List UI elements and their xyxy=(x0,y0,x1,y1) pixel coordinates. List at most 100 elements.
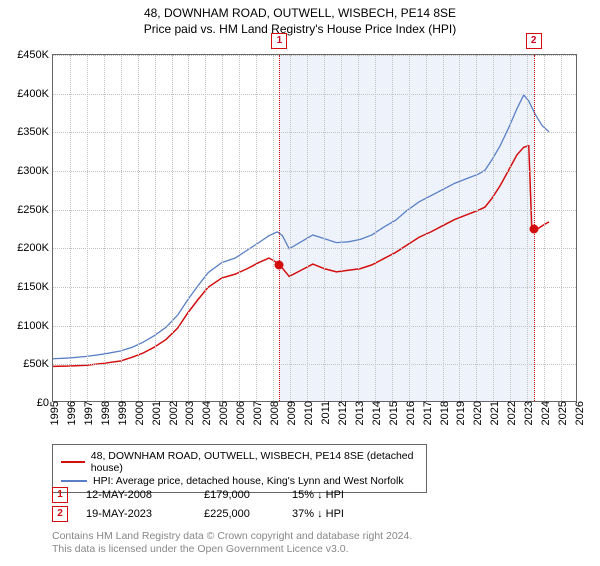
series-line xyxy=(53,146,549,367)
x-tick-label: 2001 xyxy=(147,401,163,425)
gridline-v xyxy=(443,55,444,401)
event-table-date: 12-MAY-2008 xyxy=(86,489,186,501)
event-table-row: 112-MAY-2008£179,00015% ↓ HPI xyxy=(52,487,382,503)
x-tick-label: 2023 xyxy=(519,401,535,425)
x-tick-label: 2021 xyxy=(485,401,501,425)
y-tick-label: £100K xyxy=(17,320,53,332)
event-table-date: 19-MAY-2023 xyxy=(86,508,186,520)
gridline-h xyxy=(53,94,576,95)
gridline-v xyxy=(527,55,528,401)
chart-container: 48, DOWNHAM ROAD, OUTWELL, WISBECH, PE14… xyxy=(0,6,600,566)
x-tick-label: 2000 xyxy=(130,401,146,425)
event-badge: 1 xyxy=(271,33,287,49)
gridline-v xyxy=(426,55,427,401)
gridline-v xyxy=(409,55,410,401)
footer-line-1: Contains HM Land Registry data © Crown c… xyxy=(52,530,412,543)
gridline-v xyxy=(239,55,240,401)
gridline-v xyxy=(307,55,308,401)
event-dot xyxy=(529,225,538,234)
gridline-v xyxy=(341,55,342,401)
gridline-h xyxy=(53,287,576,288)
series-line xyxy=(53,95,549,359)
x-tick-label: 2008 xyxy=(265,401,281,425)
x-tick-label: 1998 xyxy=(96,401,112,425)
chart-subtitle: Price paid vs. HM Land Registry's House … xyxy=(0,22,600,36)
x-tick-label: 2011 xyxy=(316,401,332,425)
y-tick-label: £400K xyxy=(17,88,53,100)
gridline-h xyxy=(53,248,576,249)
gridline-v xyxy=(510,55,511,401)
gridline-v xyxy=(155,55,156,401)
plot-area: £0£50K£100K£150K£200K£250K£300K£350K£400… xyxy=(52,54,577,402)
x-tick-label: 2005 xyxy=(214,401,230,425)
gridline-h xyxy=(53,326,576,327)
event-table-price: £225,000 xyxy=(204,508,274,520)
gridline-v xyxy=(104,55,105,401)
legend-swatch-hpi xyxy=(61,480,87,482)
event-table-badge: 2 xyxy=(52,506,68,522)
y-tick-label: £50K xyxy=(23,358,53,370)
x-tick-label: 2016 xyxy=(401,401,417,425)
x-tick-label: 2007 xyxy=(248,401,264,425)
gridline-h xyxy=(53,171,576,172)
x-tick-label: 2014 xyxy=(367,401,383,425)
x-tick-label: 1996 xyxy=(62,401,78,425)
gridline-v xyxy=(493,55,494,401)
gridline-v xyxy=(87,55,88,401)
series-svg xyxy=(53,55,576,401)
gridline-h xyxy=(53,210,576,211)
x-tick-label: 2019 xyxy=(451,401,467,425)
x-tick-label: 2024 xyxy=(536,401,552,425)
gridline-v xyxy=(544,55,545,401)
x-tick-label: 2015 xyxy=(384,401,400,425)
gridline-v xyxy=(222,55,223,401)
x-tick-label: 1999 xyxy=(113,401,129,425)
gridline-v xyxy=(324,55,325,401)
legend-label-property: 48, DOWNHAM ROAD, OUTWELL, WISBECH, PE14… xyxy=(91,450,418,474)
y-tick-label: £200K xyxy=(17,242,53,254)
gridline-h xyxy=(53,132,576,133)
gridline-v xyxy=(205,55,206,401)
footer-note: Contains HM Land Registry data © Crown c… xyxy=(52,530,412,556)
x-tick-label: 2022 xyxy=(502,401,518,425)
x-tick-label: 2017 xyxy=(418,401,434,425)
event-table-hpi: 15% ↓ HPI xyxy=(292,489,382,501)
x-tick-label: 1997 xyxy=(79,401,95,425)
gridline-v xyxy=(375,55,376,401)
x-tick-label: 1995 xyxy=(45,401,61,425)
legend-swatch-property xyxy=(61,461,85,463)
x-tick-label: 2026 xyxy=(570,401,586,425)
x-tick-label: 2025 xyxy=(553,401,569,425)
x-tick-label: 2009 xyxy=(282,401,298,425)
event-table-hpi: 37% ↓ HPI xyxy=(292,508,382,520)
gridline-v xyxy=(172,55,173,401)
gridline-v xyxy=(273,55,274,401)
y-tick-label: £150K xyxy=(17,281,53,293)
gridline-h xyxy=(53,55,576,56)
x-tick-label: 2002 xyxy=(164,401,180,425)
footer-line-2: This data is licensed under the Open Gov… xyxy=(52,543,412,556)
gridline-v xyxy=(392,55,393,401)
chart-title: 48, DOWNHAM ROAD, OUTWELL, WISBECH, PE14… xyxy=(0,6,600,20)
event-table-badge: 1 xyxy=(52,487,68,503)
gridline-v xyxy=(256,55,257,401)
x-tick-label: 2010 xyxy=(299,401,315,425)
x-tick-label: 2013 xyxy=(350,401,366,425)
y-tick-label: £250K xyxy=(17,204,53,216)
legend-row-property: 48, DOWNHAM ROAD, OUTWELL, WISBECH, PE14… xyxy=(61,450,418,474)
gridline-v xyxy=(70,55,71,401)
event-dot xyxy=(275,260,284,269)
x-tick-label: 2018 xyxy=(435,401,451,425)
gridline-h xyxy=(53,364,576,365)
x-tick-label: 2012 xyxy=(333,401,349,425)
gridline-v xyxy=(290,55,291,401)
y-tick-label: £450K xyxy=(17,49,53,61)
gridline-v xyxy=(138,55,139,401)
event-badge: 2 xyxy=(526,33,542,49)
event-line xyxy=(279,55,280,401)
gridline-v xyxy=(476,55,477,401)
x-tick-label: 2004 xyxy=(197,401,213,425)
event-table: 112-MAY-2008£179,00015% ↓ HPI219-MAY-202… xyxy=(52,484,382,525)
gridline-v xyxy=(561,55,562,401)
x-tick-label: 2020 xyxy=(468,401,484,425)
